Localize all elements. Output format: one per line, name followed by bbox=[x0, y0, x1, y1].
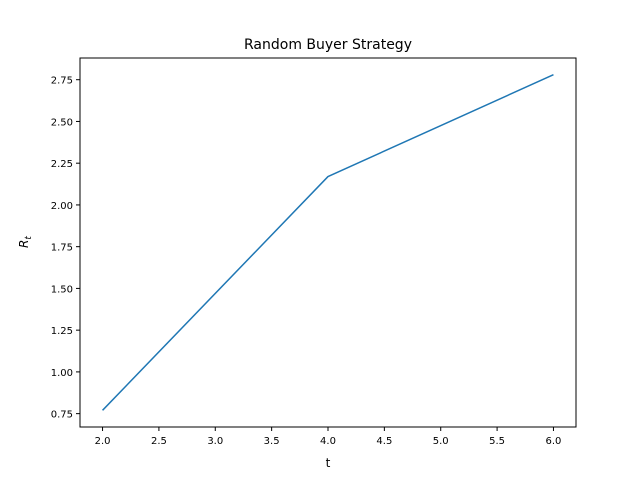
x-tick-label: 6.0 bbox=[546, 436, 562, 447]
y-tick-label: 0.75 bbox=[51, 410, 73, 421]
y-tick-label: 2.00 bbox=[51, 201, 73, 212]
y-tick-label: 1.25 bbox=[51, 326, 73, 337]
y-axis-label-subscript: t bbox=[24, 236, 34, 240]
plot-area bbox=[102, 74, 554, 411]
y-tick-label: 1.50 bbox=[51, 284, 73, 295]
x-tick-label: 4.5 bbox=[376, 436, 392, 447]
x-tick-label: 2.0 bbox=[95, 436, 111, 447]
x-tick-label: 2.5 bbox=[151, 436, 167, 447]
x-axis-label: t bbox=[326, 456, 331, 470]
x-tick-label: 4.0 bbox=[320, 436, 336, 447]
plot-frame bbox=[79, 57, 577, 428]
y-tick-label: 2.75 bbox=[51, 76, 73, 87]
y-axis-ticks: 0.75 1.00 1.25 1.50 1.75 2.00 2.25 2.50 2.75 bbox=[51, 76, 80, 421]
y-tick-label: 1.75 bbox=[51, 243, 73, 254]
x-tick-label: 5.0 bbox=[433, 436, 449, 447]
y-axis-label-main: R bbox=[17, 240, 31, 248]
y-tick-label: 1.00 bbox=[51, 368, 73, 379]
series-line bbox=[102, 74, 554, 411]
x-tick-label: 3.0 bbox=[207, 436, 223, 447]
y-tick-label: 2.25 bbox=[51, 159, 73, 170]
x-tick-label: 5.5 bbox=[489, 436, 505, 447]
y-tick-label: 2.50 bbox=[51, 117, 73, 128]
chart-title: Random Buyer Strategy bbox=[244, 37, 412, 53]
y-axis-label: Rt bbox=[17, 236, 34, 248]
x-tick-label: 3.5 bbox=[264, 436, 280, 447]
x-axis-ticks: 2.0 2.5 3.0 3.5 4.0 4.5 5.0 5.5 6.0 bbox=[95, 427, 562, 447]
